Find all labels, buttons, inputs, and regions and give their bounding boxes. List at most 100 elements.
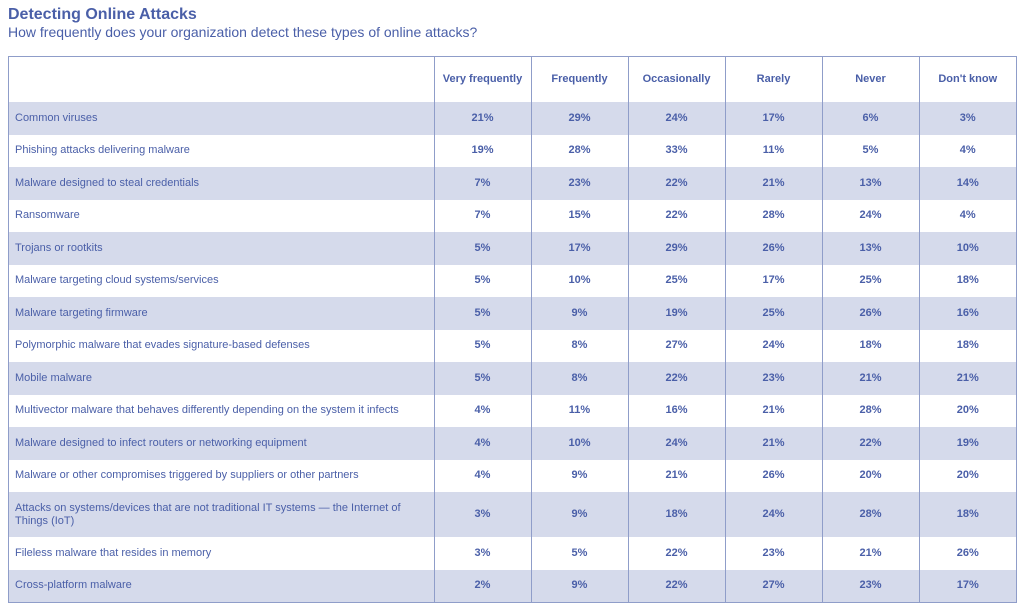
value-cell: 24% <box>724 492 822 537</box>
row-label: Multivector malware that behaves differe… <box>9 394 434 427</box>
row-label: Malware designed to steal credentials <box>9 167 434 200</box>
value-cell: 21% <box>918 362 1016 395</box>
value-cell: 27% <box>724 569 822 602</box>
column-header: Frequently <box>530 57 628 102</box>
value-cell: 23% <box>724 362 822 395</box>
value-cell: 10% <box>530 264 628 297</box>
value-cell: 25% <box>724 297 822 330</box>
row-label: Attacks on systems/devices that are not … <box>9 492 434 537</box>
table-row: Common viruses 21% 29% 24% 17% 6% 3% <box>9 102 1016 135</box>
value-cell: 20% <box>918 459 1016 492</box>
value-cell: 17% <box>918 569 1016 602</box>
value-cell: 26% <box>918 537 1016 570</box>
value-cell: 23% <box>821 569 919 602</box>
value-cell: 18% <box>821 329 919 362</box>
row-label: Trojans or rootkits <box>9 232 434 265</box>
value-cell: 28% <box>821 492 919 537</box>
value-cell: 5% <box>433 232 531 265</box>
table-row: Cross-platform malware 2% 9% 22% 27% 23% 17% <box>9 569 1016 602</box>
table-body: Common viruses 21% 29% 24% 17% 6% 3% Phishing a… <box>9 102 1016 602</box>
value-cell: 22% <box>627 362 725 395</box>
page-title: Detecting Online Attacks <box>8 6 197 23</box>
value-cell: 10% <box>530 427 628 460</box>
value-cell: 26% <box>724 232 822 265</box>
column-header: Don't know <box>918 57 1016 102</box>
value-cell: 3% <box>433 537 531 570</box>
table-row: Malware designed to infect routers or ne… <box>9 427 1016 460</box>
value-cell: 5% <box>433 329 531 362</box>
row-label: Cross-platform malware <box>9 569 434 602</box>
table-row: Polymorphic malware that evades signatur… <box>9 329 1016 362</box>
value-cell: 28% <box>724 199 822 232</box>
value-cell: 5% <box>433 297 531 330</box>
value-cell: 29% <box>627 232 725 265</box>
table-row: Ransomware 7% 15% 22% 28% 24% 4% <box>9 199 1016 232</box>
value-cell: 22% <box>627 199 725 232</box>
table-row: Malware or other compromises triggered b… <box>9 459 1016 492</box>
table-row: Malware designed to steal credentials 7% 2… <box>9 167 1016 200</box>
value-cell: 8% <box>530 329 628 362</box>
row-label: Polymorphic malware that evades signatur… <box>9 329 434 362</box>
value-cell: 9% <box>530 569 628 602</box>
value-cell: 17% <box>724 264 822 297</box>
table-row: Attacks on systems/devices that are not … <box>9 492 1016 537</box>
table-row: Mobile malware 5% 8% 22% 23% 21% 21% <box>9 362 1016 395</box>
page-subtitle: How frequently does your organization de… <box>8 24 478 40</box>
value-cell: 20% <box>918 394 1016 427</box>
value-cell: 29% <box>530 102 628 135</box>
value-cell: 18% <box>918 329 1016 362</box>
row-label: Mobile malware <box>9 362 434 395</box>
table-row: Malware targeting cloud systems/services… <box>9 264 1016 297</box>
table-row: Phishing attacks delivering malware 19% 28… <box>9 134 1016 167</box>
value-cell: 8% <box>530 362 628 395</box>
value-cell: 11% <box>724 134 822 167</box>
table-header-row: Very frequently Frequently Occasionally … <box>9 57 1016 102</box>
value-cell: 23% <box>724 537 822 570</box>
value-cell: 19% <box>918 427 1016 460</box>
value-cell: 21% <box>433 102 531 135</box>
value-cell: 9% <box>530 492 628 537</box>
value-cell: 18% <box>918 264 1016 297</box>
value-cell: 22% <box>821 427 919 460</box>
value-cell: 4% <box>433 394 531 427</box>
value-cell: 18% <box>627 492 725 537</box>
value-cell: 27% <box>627 329 725 362</box>
value-cell: 21% <box>627 459 725 492</box>
value-cell: 16% <box>918 297 1016 330</box>
value-cell: 25% <box>821 264 919 297</box>
value-cell: 20% <box>821 459 919 492</box>
column-header: Rarely <box>724 57 822 102</box>
value-cell: 25% <box>627 264 725 297</box>
value-cell: 3% <box>918 102 1016 135</box>
value-cell: 24% <box>821 199 919 232</box>
row-label: Malware designed to infect routers or ne… <box>9 427 434 460</box>
value-cell: 21% <box>821 537 919 570</box>
row-label: Malware targeting cloud systems/services <box>9 264 434 297</box>
table-row: Trojans or rootkits 5% 17% 29% 26% 13% 10% <box>9 232 1016 265</box>
value-cell: 14% <box>918 167 1016 200</box>
table-row: Malware targeting firmware 5% 9% 19% 25% 26% 1… <box>9 297 1016 330</box>
value-cell: 10% <box>918 232 1016 265</box>
value-cell: 4% <box>433 427 531 460</box>
column-header: Very frequently <box>433 57 531 102</box>
value-cell: 24% <box>627 102 725 135</box>
value-cell: 4% <box>433 459 531 492</box>
value-cell: 17% <box>530 232 628 265</box>
attack-frequency-table: Very frequently Frequently Occasionally … <box>8 56 1017 603</box>
value-cell: 13% <box>821 167 919 200</box>
value-cell: 21% <box>724 394 822 427</box>
value-cell: 7% <box>433 199 531 232</box>
value-cell: 18% <box>918 492 1016 537</box>
value-cell: 33% <box>627 134 725 167</box>
row-label: Fileless malware that resides in memory <box>9 537 434 570</box>
value-cell: 11% <box>530 394 628 427</box>
value-cell: 4% <box>918 134 1016 167</box>
value-cell: 26% <box>821 297 919 330</box>
value-cell: 15% <box>530 199 628 232</box>
value-cell: 6% <box>821 102 919 135</box>
value-cell: 24% <box>627 427 725 460</box>
value-cell: 21% <box>821 362 919 395</box>
value-cell: 5% <box>433 362 531 395</box>
value-cell: 28% <box>821 394 919 427</box>
column-header: Never <box>821 57 919 102</box>
